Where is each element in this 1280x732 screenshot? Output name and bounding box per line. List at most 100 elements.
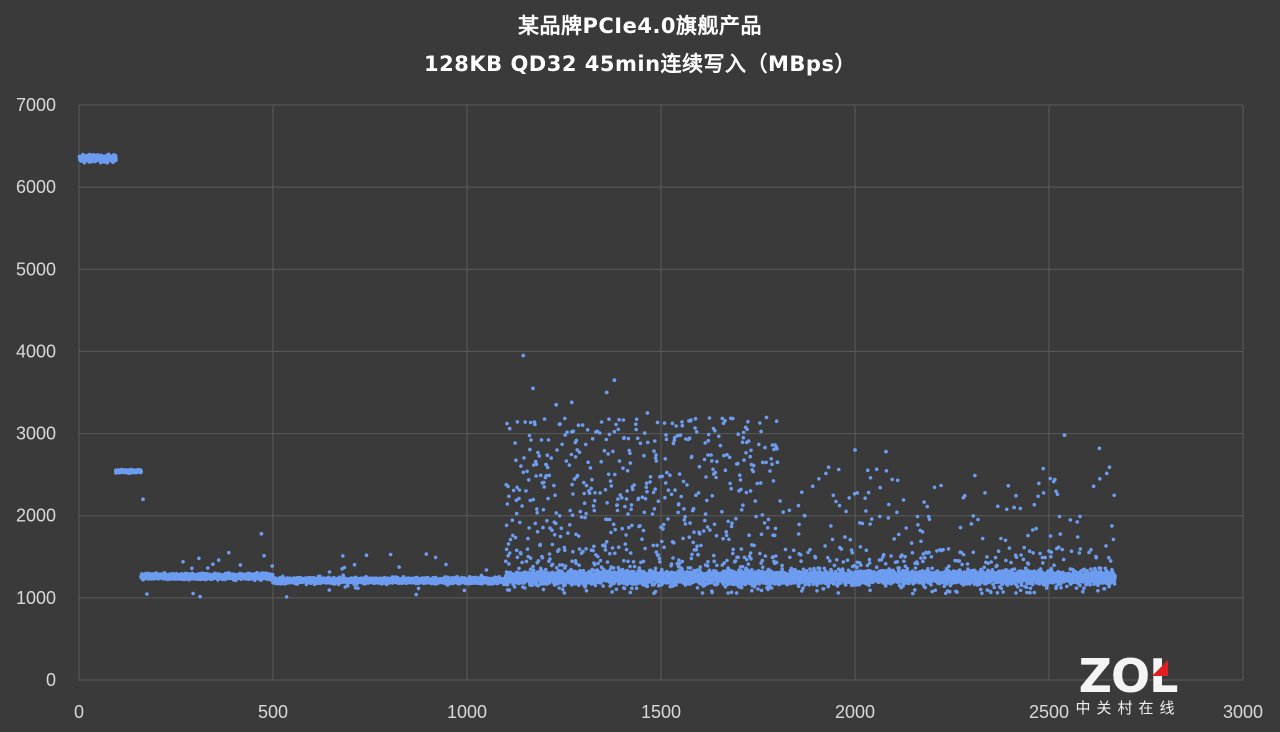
data-point (561, 587, 565, 592)
data-point (606, 452, 610, 456)
data-point (621, 466, 625, 471)
data-point (528, 447, 532, 452)
data-point (510, 518, 515, 522)
data-point (653, 589, 658, 594)
data-point (653, 439, 657, 443)
data-point (238, 563, 243, 567)
data-point (560, 563, 565, 567)
data-point (578, 509, 583, 514)
data-point (584, 588, 589, 593)
data-point (606, 472, 611, 477)
data-point (505, 502, 510, 506)
data-point (621, 418, 626, 422)
data-point (560, 442, 564, 447)
data-point (654, 453, 658, 457)
data-point (541, 507, 546, 512)
data-point (568, 508, 572, 513)
data-point (653, 566, 658, 571)
data-point (662, 545, 666, 550)
data-point (635, 436, 640, 441)
data-point (145, 592, 149, 596)
data-point (524, 559, 529, 564)
data-point (613, 472, 617, 477)
data-point (539, 438, 544, 442)
data-point (583, 515, 587, 520)
data-point (552, 533, 557, 537)
data-point (540, 555, 545, 560)
data-point (592, 498, 597, 503)
data-point (528, 567, 533, 572)
data-point (191, 591, 195, 596)
data-point (656, 499, 661, 504)
data-point (630, 586, 634, 590)
data-point (626, 436, 631, 441)
data-point (514, 458, 518, 463)
data-point (623, 504, 627, 509)
data-point (364, 553, 369, 557)
data-point (582, 501, 587, 506)
x-tick-label: 3000 (1223, 702, 1263, 722)
data-point (527, 526, 531, 530)
data-point (523, 420, 527, 424)
data-point (604, 437, 609, 442)
data-point (634, 417, 639, 422)
data-point (506, 542, 511, 546)
data-point (414, 592, 419, 597)
data-point (513, 535, 518, 540)
data-point (548, 557, 552, 561)
data-point (581, 549, 585, 554)
data-point (517, 566, 521, 571)
data-point (628, 461, 633, 465)
y-tick-label: 7000 (16, 95, 56, 115)
data-point (634, 422, 638, 427)
data-point (574, 561, 578, 565)
data-point (655, 543, 659, 548)
data-point (628, 564, 632, 569)
data-point (603, 488, 608, 492)
data-point (629, 503, 634, 507)
data-point (550, 528, 554, 532)
data-point (605, 560, 610, 564)
data-point (584, 511, 588, 516)
data-point (327, 570, 332, 574)
data-point (596, 561, 600, 566)
data-point (622, 435, 626, 440)
data-point (652, 507, 657, 511)
data-point (504, 559, 508, 564)
data-point (566, 531, 570, 535)
data-point (648, 480, 652, 484)
data-point (580, 423, 585, 427)
data-point (190, 566, 194, 571)
data-point (643, 546, 647, 551)
data-point (613, 551, 617, 556)
data-point (198, 594, 202, 599)
data-point (546, 496, 550, 501)
data-point (542, 485, 546, 489)
data-point (575, 473, 580, 478)
data-point (607, 417, 611, 422)
data-point (343, 585, 348, 589)
data-point (608, 551, 612, 556)
data-point (525, 547, 530, 551)
data-point (531, 564, 535, 569)
data-point (627, 525, 631, 530)
data-point (531, 497, 536, 502)
data-point (636, 496, 641, 501)
data-point (603, 548, 608, 552)
data-point (549, 456, 553, 460)
data-point (626, 559, 630, 564)
data-point (651, 490, 656, 495)
data-point (388, 552, 393, 557)
data-point (660, 474, 664, 479)
data-point (206, 566, 210, 570)
data-point (528, 420, 533, 425)
y-tick-label: 0 (46, 670, 56, 690)
x-tick-label: 2000 (835, 702, 875, 722)
data-point (574, 438, 579, 443)
data-point (558, 534, 563, 539)
data-point (628, 551, 633, 555)
data-point (638, 441, 643, 446)
data-point (582, 491, 586, 496)
x-tick-label: 0 (74, 702, 84, 722)
data-point (587, 491, 592, 496)
